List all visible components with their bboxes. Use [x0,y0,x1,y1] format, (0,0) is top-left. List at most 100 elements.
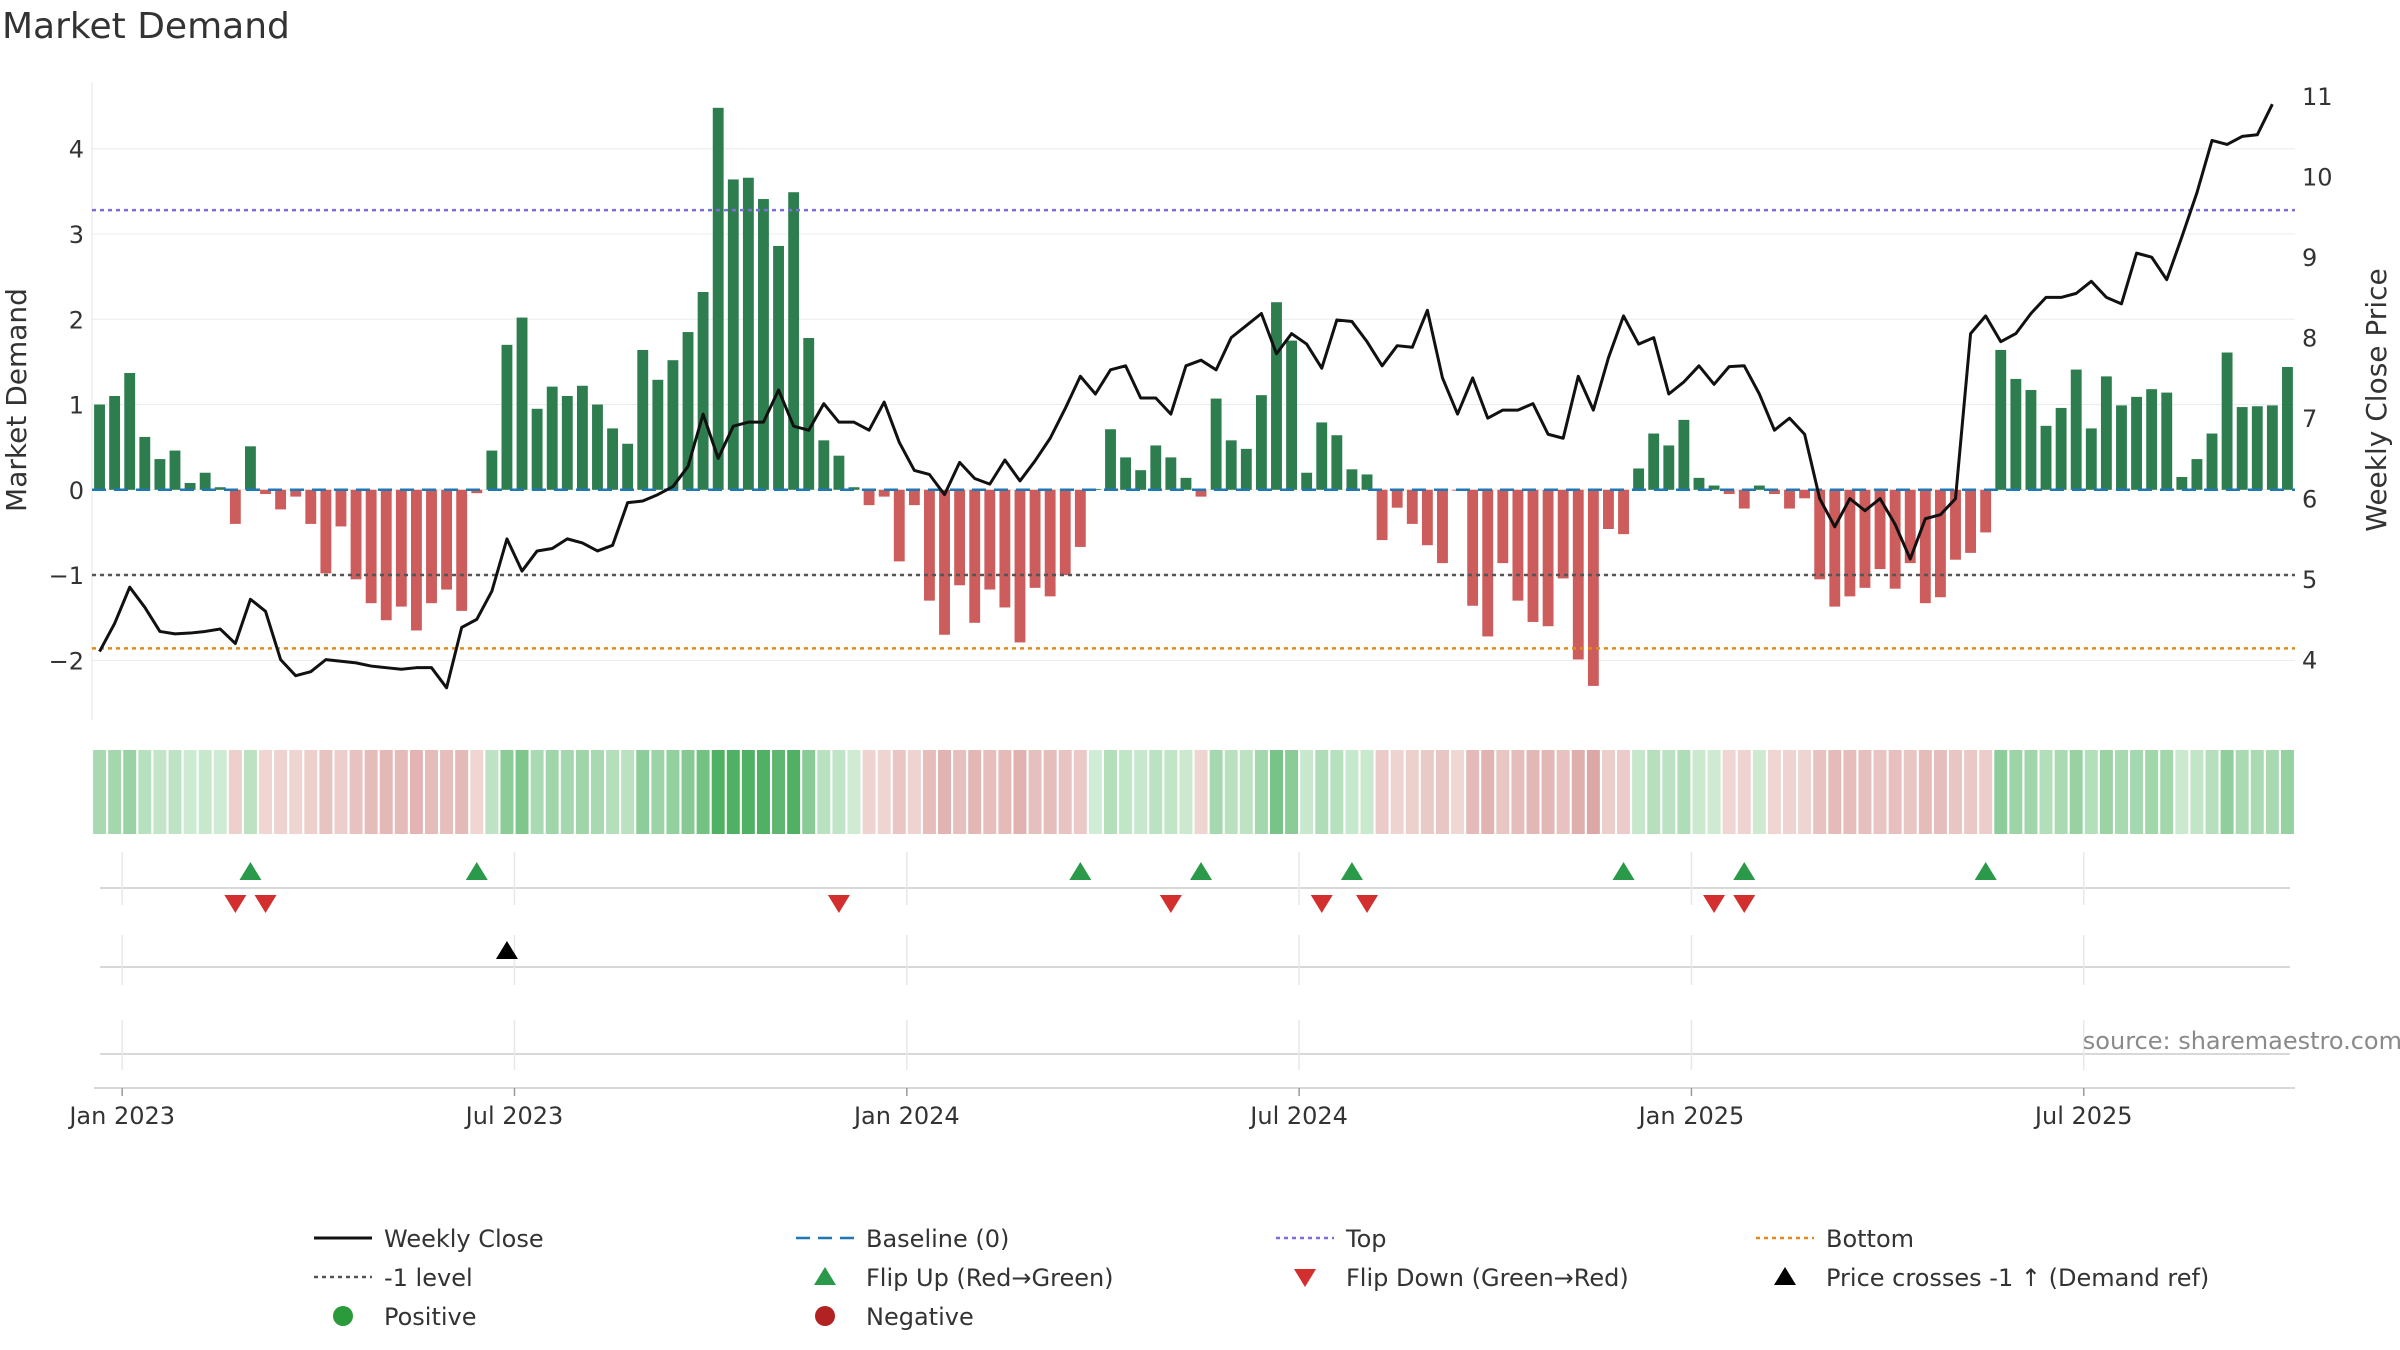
positive-bar [788,192,800,490]
negative-bar [1059,489,1071,576]
positive-bar [486,450,498,490]
heat-cell-positive [1164,750,1178,834]
positive-bar [546,386,558,490]
heat-cell-positive [1254,750,1268,834]
positive-bar [2282,367,2293,490]
heat-cell-negative [470,750,484,834]
y2-ticks: 4 5 6 7 8 9 10 11 [2302,83,2333,674]
negative-bar [1029,489,1041,588]
negative-bar [1557,489,1569,579]
heat-cell-positive [1179,750,1193,834]
x-ticks: Jan 2023 Jul 2023 Jan 2024 Jul 2024 Jan 2025… [67,1088,2133,1130]
negative-bar [863,489,875,506]
heat-cell-positive [198,750,212,834]
heat-cell-negative [1964,750,1978,834]
heat-cell-negative [364,750,378,834]
negative-bar [1769,489,1780,495]
heat-cell-positive [1994,750,2008,834]
legend-label: Top [1345,1225,1387,1253]
positive-bar [773,245,784,490]
heat-cell-positive [213,750,227,834]
heat-cell-negative [1933,750,1947,834]
heat-cell-positive [590,750,604,834]
positive-bar [2221,352,2233,490]
heat-cell-positive [183,750,197,834]
heat-cell-negative [922,750,936,834]
negative-bar [1391,489,1403,508]
legend-label: Baseline (0) [866,1225,1009,1253]
negative-bar [1814,489,1826,580]
flip-down-marker [1733,895,1756,913]
y-tick-label: 1 [69,392,84,420]
heat-cell-negative [1511,750,1525,834]
negative-bar [1421,489,1433,546]
heat-cell-negative [289,750,303,834]
heat-cell-negative [1767,750,1781,834]
heat-cell-negative [1390,750,1404,834]
x-tick-label: Jan 2024 [852,1102,960,1130]
heat-cell-positive [666,750,680,834]
heat-cell-positive [681,750,695,834]
negative-bar [893,489,905,562]
heat-cell-negative [1526,750,1540,834]
positive-bar [742,177,754,490]
flip-up-marker [239,862,262,880]
weekly-close-line [98,103,2274,690]
y2-tick-label: 7 [2302,405,2317,433]
heat-cell-positive [1315,750,1329,834]
heat-cell-positive [1239,750,1253,834]
heat-cell-negative [907,750,921,834]
x-tick-label: Jan 2023 [67,1102,175,1130]
heat-cell-positive [1209,750,1223,834]
legend-swatch-triangle-up [1774,1267,1796,1285]
heat-cell-positive [2099,750,2113,834]
positive-bar [1225,440,1237,490]
heat-cell-negative [1058,750,1072,834]
heat-cell-negative [1737,750,1751,834]
heat-cell-positive [545,750,559,834]
y-tick-label: −2 [49,647,84,675]
positive-bar [1286,340,1298,490]
heat-cell-negative [1873,750,1887,834]
positive-bar [501,344,513,490]
heat-cell-positive [93,750,107,834]
negative-bar [1723,489,1735,495]
negative-bar [924,489,935,601]
heat-cell-negative [953,750,967,834]
x-tick-label: Jul 2023 [464,1102,564,1130]
positive-bar [2146,389,2158,490]
legend-swatch-triangle-down [1294,1269,1316,1287]
heat-cell-negative [1541,750,1555,834]
heat-cell-negative [877,750,891,834]
negative-bar [1014,489,1026,643]
positive-bar [1331,435,1343,490]
heat-cell-positive [606,750,620,834]
positive-bar [712,107,724,490]
heat-cell-positive [575,750,589,834]
y2-tick-label: 4 [2302,647,2317,675]
heat-cell-positive [817,750,831,834]
y2-tick-label: 8 [2302,325,2317,353]
flip-up-marker [1612,862,1635,880]
y-tick-label: −1 [49,562,84,590]
positive-bar [2055,407,2067,490]
negative-bar [1859,489,1871,588]
negative-bar [1919,489,1931,604]
positive-bar [1361,474,1373,490]
flip-down-marker [1356,895,1379,913]
positive-bar [833,455,845,490]
positive-bar [1693,477,1705,490]
heat-cell-negative [1617,750,1631,834]
heat-cell-negative [304,750,318,834]
positive-bar [1678,419,1690,490]
heat-cell-positive [1662,750,1676,834]
heat-cell-positive [1224,750,1238,834]
positive-bar [682,332,694,490]
heat-cell-positive [560,750,574,834]
heat-cell-positive [1270,750,1283,834]
negative-bar [1603,489,1614,530]
positive-bar [245,446,256,490]
heat-cell-negative [440,750,454,834]
positive-bar [1708,485,1720,490]
